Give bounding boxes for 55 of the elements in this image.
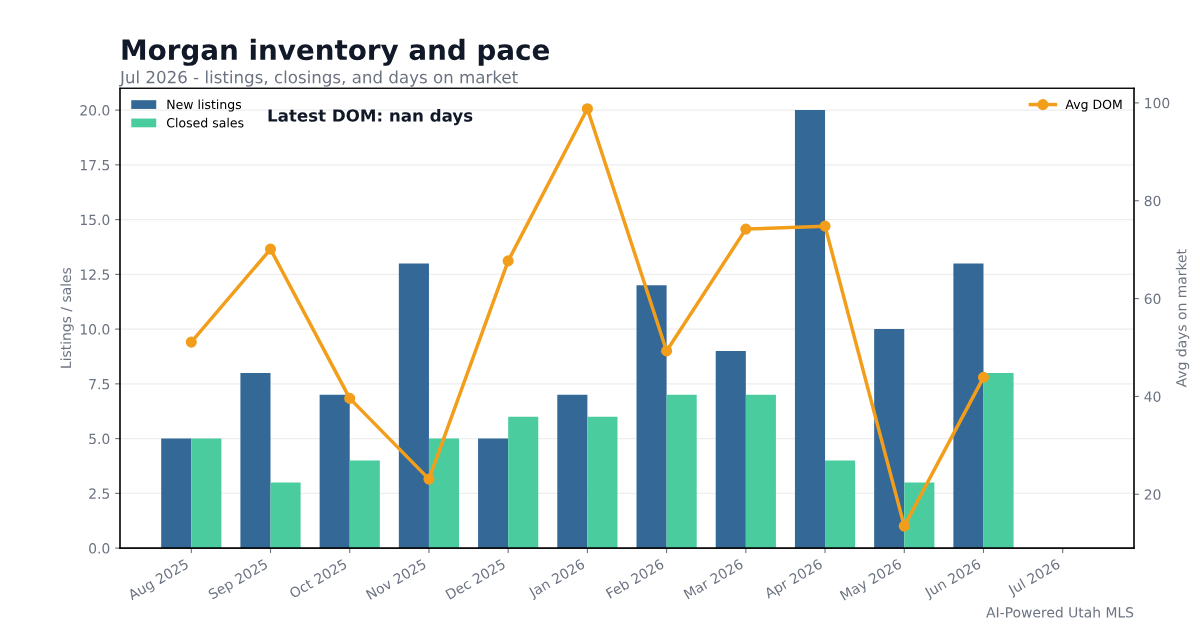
point: [977, 371, 990, 383]
point: [740, 223, 752, 235]
bar: [636, 285, 667, 549]
bar: [666, 394, 697, 549]
point: [581, 103, 593, 115]
y2-tick-label: 60: [1144, 293, 1161, 305]
y2-tick-label: 20: [1144, 489, 1161, 500]
point: [264, 243, 277, 255]
y-tick-label: 17.5: [80, 160, 110, 171]
y-tick-label: 0.0: [89, 543, 110, 554]
point: [898, 520, 910, 532]
y-tick-label: 15.0: [80, 214, 110, 226]
bar: [557, 394, 588, 549]
annotation: Latest DOM: nan days: [268, 108, 473, 126]
bar: [478, 438, 509, 549]
text: AI-Powered Utah MLS: [986, 606, 1134, 618]
legend-label: Avg DOM: [1065, 99, 1122, 112]
bar: [240, 372, 271, 549]
bar: [191, 438, 222, 549]
point: [423, 473, 435, 485]
chart-title: Morgan inventory and pace: [122, 38, 550, 66]
point: [185, 336, 197, 348]
point: [502, 255, 514, 267]
chart-subtitle: Jul 2026 - listings, closings, and days on market: [119, 70, 518, 87]
y-tick-label: 2.5: [89, 488, 110, 499]
y-tick-label: 5.0: [89, 433, 110, 445]
y2-tick-label: 80: [1144, 195, 1161, 207]
bar: [349, 460, 380, 549]
bar: [270, 482, 301, 549]
bar: [319, 394, 350, 549]
bar: [428, 438, 460, 549]
legend-label: New listings: [167, 99, 242, 112]
point: [661, 345, 673, 357]
y-tick-label: 7.5: [89, 379, 110, 390]
bar: [745, 394, 776, 549]
bar: [587, 416, 618, 549]
y2-tick-label: 40: [1144, 391, 1161, 402]
bar: [825, 460, 856, 549]
bar: [715, 351, 746, 549]
bar: [508, 416, 539, 549]
y2-tick-label: 100: [1145, 97, 1170, 109]
point: [819, 220, 831, 232]
point: [344, 392, 356, 404]
bar: [161, 438, 192, 549]
y-tick-label: 12.5: [80, 269, 110, 280]
y-axis-title: Listings / sales: [60, 267, 74, 368]
bar: [983, 372, 1014, 549]
bar: [874, 329, 905, 549]
legend-label: Closed sales: [166, 117, 244, 128]
bar: [953, 263, 984, 549]
y-tick-label: 20.0: [80, 105, 110, 116]
y-tick-label: 10.0: [80, 324, 110, 335]
bar: [398, 263, 429, 549]
bar: [794, 110, 826, 549]
y2-axis-title: Avg days on market: [1175, 249, 1190, 388]
